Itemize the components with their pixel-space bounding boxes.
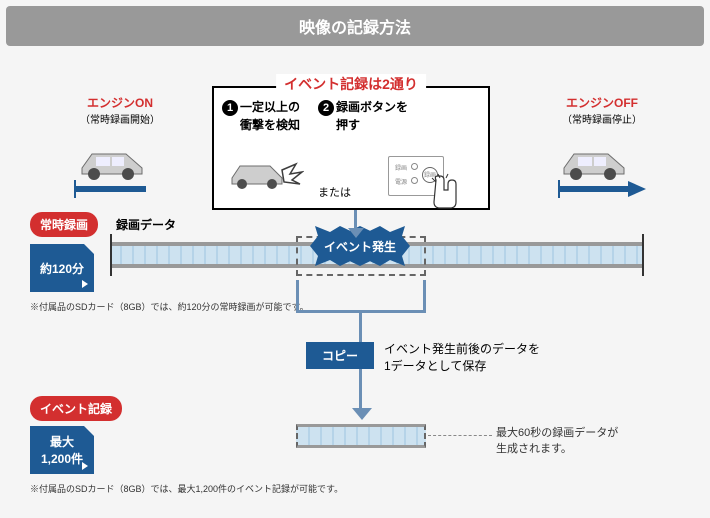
event-methods-box: イベント記録は2通り 1一定以上の 衝撃を検知 2録画ボタンを 押す または 録… <box>212 86 490 210</box>
car-left-icon <box>72 140 156 184</box>
clip-desc: 最大60秒の録画データが 生成されます。 <box>496 424 618 456</box>
film-end-tick <box>642 234 644 276</box>
copy-bracket-left <box>296 280 299 312</box>
engine-on-label: エンジンON （常時録画開始） <box>80 94 160 126</box>
method-2-num: 2 <box>318 100 334 116</box>
event-note: ※付属品のSDカード（8GB）では、最大1,200件のイベント記録が可能です。 <box>30 482 343 495</box>
sd-card-normal: 約120分 <box>30 244 94 292</box>
sd-event-line1: 最大 <box>50 433 74 450</box>
arrow-box-to-strip <box>354 210 357 230</box>
event-occur-text: イベント発生 <box>324 238 396 255</box>
engine-off-text: エンジンOFF <box>562 94 642 111</box>
method-1: 1一定以上の 衝撃を検知 <box>222 98 300 133</box>
clip-leader <box>428 435 492 436</box>
copy-arrow-head <box>352 408 372 420</box>
clip-desc-2: 生成されます。 <box>496 440 618 456</box>
title-bar: 映像の記録方法 <box>6 6 704 46</box>
method-1-line1: 一定以上の <box>240 100 300 114</box>
method-1-line2: 衝撃を検知 <box>240 118 300 132</box>
engine-off-label: エンジンOFF （常時録画停止） <box>562 94 642 126</box>
crash-car-icon <box>220 150 304 194</box>
left-blue-bar <box>74 186 146 192</box>
normal-rec-pill: 常時録画 <box>30 212 98 237</box>
copy-desc: イベント発生前後のデータを 1データとして保存 <box>384 340 540 374</box>
right-arrow-head <box>628 181 646 197</box>
copy-bracket-right <box>423 280 426 312</box>
method-2-line1: 録画ボタンを <box>336 100 408 114</box>
sd-event-line2: 1,200件 <box>41 450 83 467</box>
car-right-icon <box>554 140 638 184</box>
right-blue-bar <box>558 186 628 192</box>
copy-desc-2: 1データとして保存 <box>384 357 540 374</box>
clip-desc-1: 最大60秒の録画データが <box>496 424 618 440</box>
event-clip-strip <box>296 424 426 448</box>
method-2: 2録画ボタンを 押す <box>318 98 408 133</box>
diagram-content: エンジンON （常時録画開始） エンジンOFF （常時録画停止） イベント記録は… <box>6 46 704 516</box>
engine-on-sub: （常時録画開始） <box>80 111 160 126</box>
method-2-line2: 押す <box>336 118 360 132</box>
sd-normal-text: 約120分 <box>40 260 84 277</box>
copy-label-box: コピー <box>306 342 374 369</box>
engine-on-text: エンジンON <box>80 94 160 111</box>
engine-off-sub: （常時録画停止） <box>562 111 642 126</box>
normal-note: ※付属品のSDカード（8GB）では、約120分の常時録画が可能です。 <box>30 300 309 313</box>
right-bar-tick <box>558 180 560 198</box>
left-bar-tick <box>74 180 76 198</box>
hand-press-icon <box>430 172 474 212</box>
film-start-tick <box>110 234 112 276</box>
arrow-box-to-strip-head <box>348 228 364 238</box>
rec-data-label: 録画データ <box>116 216 176 233</box>
method-1-num: 1 <box>222 100 238 116</box>
copy-desc-1: イベント発生前後のデータを <box>384 340 540 357</box>
event-box-title: イベント記録は2通り <box>276 74 426 94</box>
sd-card-event: 最大 1,200件 <box>30 426 94 474</box>
or-text: または <box>318 184 351 200</box>
event-rec-pill: イベント記録 <box>30 396 122 421</box>
